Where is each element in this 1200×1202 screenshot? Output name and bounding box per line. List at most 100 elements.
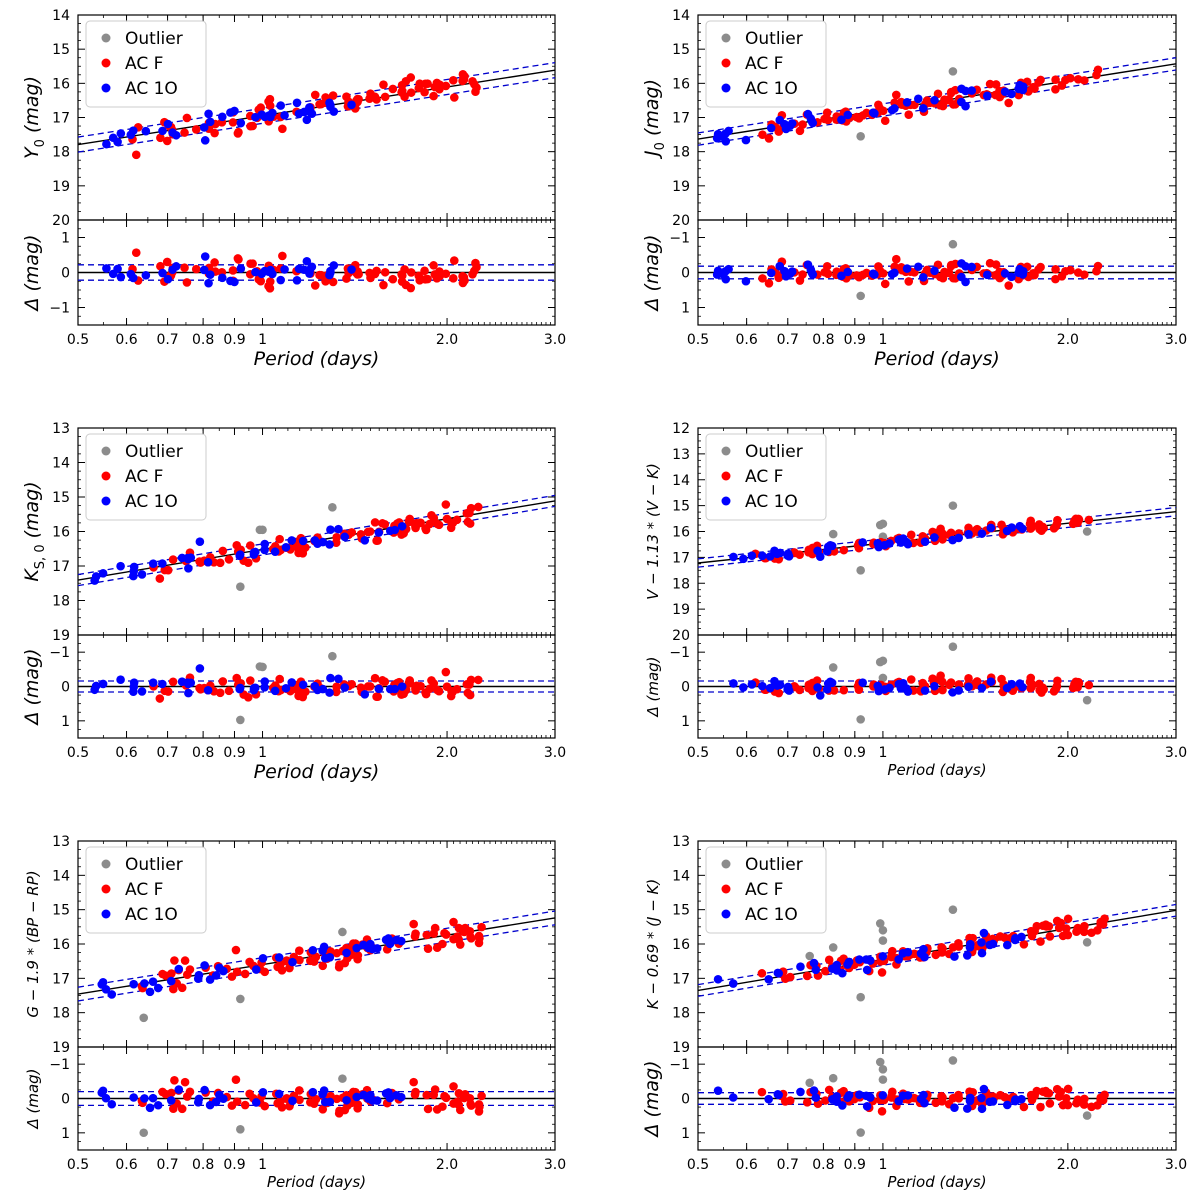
ac-1o-point-residual: [902, 264, 912, 273]
ac-f-point-residual: [185, 1087, 195, 1097]
ac-1o-point: [898, 948, 908, 958]
ac-1o-point-residual: [747, 680, 757, 689]
ac-1o-point: [129, 979, 138, 989]
y-tick-label: 18: [672, 145, 690, 161]
ac-1o-point: [268, 108, 277, 118]
x-tick-label: 0.9: [223, 1157, 245, 1173]
ac-f-point: [433, 519, 442, 529]
ac-f-point-residual: [463, 688, 473, 698]
ac-f-point: [167, 969, 176, 978]
ac-f-point: [397, 80, 407, 90]
ac-f-point: [363, 527, 373, 537]
ac-f-point-residual: [757, 1087, 767, 1097]
main-plot-area: [698, 903, 1176, 1002]
ac-f-point: [471, 87, 480, 97]
ac-f-point: [399, 529, 408, 538]
ac-1o-point: [116, 129, 126, 138]
ac-1o-point: [1014, 84, 1023, 94]
ac-f-point: [937, 528, 947, 538]
ac-f-point: [438, 939, 447, 949]
y-tick-label: 16: [52, 525, 70, 541]
legend-label: AC F: [745, 54, 783, 74]
ac-1o-point-residual: [1000, 269, 1010, 278]
ac-f-point: [277, 966, 287, 975]
ac-f-point: [448, 518, 458, 528]
ac-f-point: [318, 961, 328, 971]
outlier-point: [805, 951, 815, 961]
ac-1o-point: [137, 570, 147, 579]
ac-f-point: [940, 95, 949, 105]
residual-y-axis-label: Δ (mag): [644, 656, 662, 717]
ac-f-point: [379, 80, 388, 89]
x-tick-label: 0.7: [156, 332, 178, 348]
outlier-point: [328, 503, 337, 512]
ac-1o-point: [145, 987, 155, 997]
outlier-point: [856, 992, 865, 1002]
ac-f-point: [774, 127, 784, 136]
outlier-point-residual: [258, 662, 267, 672]
outlier-point: [878, 925, 888, 935]
legend-marker: [101, 859, 111, 869]
ac-1o-point: [858, 538, 868, 547]
ac-f-point: [169, 984, 178, 994]
ac-f-point: [1036, 937, 1045, 946]
x-tick-label: 0.8: [812, 332, 834, 348]
ac-f-point: [887, 952, 896, 962]
ac-1o-point: [270, 547, 280, 557]
outlier-point: [948, 501, 958, 510]
ac-f-point: [1045, 932, 1055, 941]
legend-marker: [101, 58, 111, 68]
ac-f-point-residual: [1041, 1086, 1051, 1096]
residual-y-tick-label: −1: [49, 645, 70, 661]
ac-1o-point: [721, 136, 731, 146]
ac-f-point-residual: [191, 264, 201, 274]
ac-1o-point-residual: [855, 1090, 864, 1099]
ac-f-point-residual: [163, 687, 173, 696]
x-tick-label: 0.7: [156, 745, 178, 761]
legend-marker: [721, 471, 731, 481]
ac-f-point: [234, 127, 243, 137]
outlier-point-residual: [828, 1073, 838, 1083]
ac-f-point-residual: [170, 1076, 179, 1085]
ac-1o-point-residual: [977, 1104, 987, 1114]
x-tick-label: 2.0: [1057, 332, 1079, 348]
x-tick-label: 0.5: [67, 745, 89, 761]
outlier-point-residual: [948, 642, 958, 651]
ac-1o-point-residual: [129, 682, 139, 692]
ac-f-point-residual: [1035, 685, 1044, 695]
ac-1o-point-residual: [274, 1089, 284, 1099]
y-tick-label: 15: [672, 903, 690, 919]
ac-1o-point: [148, 977, 158, 987]
y-tick-label: 13: [52, 834, 70, 850]
ac-1o-point-residual: [913, 262, 923, 272]
ac-1o-point-residual: [954, 686, 964, 695]
ac-f-point-residual: [1093, 261, 1103, 271]
ac-1o-point: [878, 951, 888, 961]
ac-1o-point: [326, 100, 335, 110]
ac-f-point-residual: [441, 667, 451, 677]
ac-1o-point: [294, 109, 304, 118]
legend-label: AC F: [745, 880, 783, 900]
ac-f-point-residual: [410, 1090, 420, 1099]
ac-f-point: [180, 956, 190, 965]
ac-1o-point-residual: [116, 272, 126, 282]
ac-1o-point: [825, 540, 835, 550]
ac-f-point-residual: [380, 677, 390, 687]
ac-f-point: [332, 948, 342, 958]
ac-f-point-residual: [411, 686, 420, 695]
ac-f-point: [227, 972, 237, 981]
x-tick-label: 2.0: [436, 745, 458, 761]
ac-1o-point-residual: [878, 1091, 888, 1100]
ac-1o-point: [397, 521, 407, 531]
ac-f-point: [388, 84, 398, 94]
legend-marker: [721, 33, 731, 43]
ac-f-point-residual: [1063, 1084, 1073, 1094]
ac-f-point: [155, 574, 165, 583]
ac-f-point: [316, 99, 326, 109]
legend-marker: [721, 909, 731, 919]
ac-f-point-residual: [1034, 679, 1044, 689]
ac-f-point-residual: [471, 258, 480, 268]
ac-f-point-residual: [423, 1104, 433, 1114]
ac-f-point: [245, 541, 255, 550]
